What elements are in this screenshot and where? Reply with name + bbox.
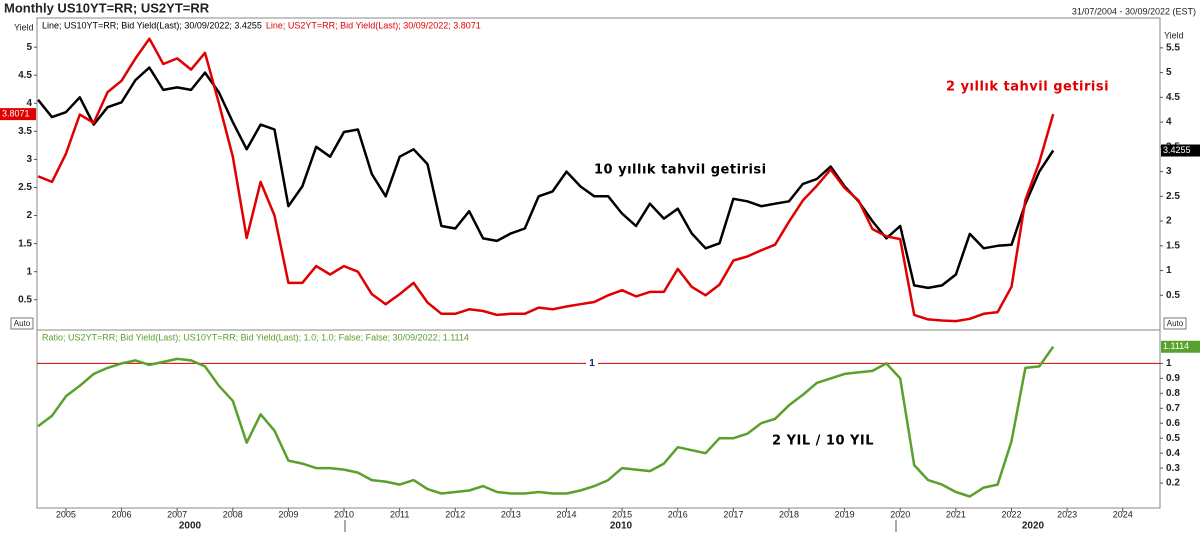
decade-label: 2010 <box>610 521 633 532</box>
y-tick-label: 0.2 <box>1166 478 1180 489</box>
x-tick-label: 2022 <box>1001 509 1021 519</box>
last-value-label: 3.8071 <box>2 108 30 118</box>
y-tick-label: 3.5 <box>18 126 32 137</box>
y-tick-label: 0.4 <box>1166 448 1180 459</box>
y-tick-label: 0.6 <box>1166 418 1180 429</box>
chart-title: Monthly US10YT=RR; US2YT=RR <box>4 0 210 15</box>
y-tick-label: 4 <box>26 98 32 109</box>
legend-entry: Line; US10YT=RR; Bid Yield(Last); 30/09/… <box>42 20 262 30</box>
x-tick-label: 2016 <box>668 509 688 519</box>
decade-label: 2020 <box>1022 521 1045 532</box>
y-tick-label: 2.5 <box>18 182 32 193</box>
y-tick-label: 3 <box>26 154 32 165</box>
x-tick-label: 2012 <box>445 509 465 519</box>
y-tick-label: 0.9 <box>1166 373 1180 384</box>
x-tick-label: 2010 <box>334 509 354 519</box>
y2-tick-label: 2.5 <box>1166 191 1180 202</box>
y-tick-label: 5 <box>26 42 32 53</box>
legend-entry: Line; US2YT=RR; Bid Yield(Last); 30/09/2… <box>266 20 481 30</box>
x-tick-label: 2005 <box>56 509 76 519</box>
last-value-tag <box>1161 144 1200 157</box>
series-line <box>37 345 1055 498</box>
y2-axis-label: Yield <box>1164 30 1184 40</box>
y2-tick-label: 1.5 <box>1166 240 1180 251</box>
x-tick-label: 2021 <box>946 509 966 519</box>
x-tick-label: 2019 <box>835 509 855 519</box>
x-tick-label: 2017 <box>723 509 743 519</box>
legend-entry: Ratio; US2YT=RR; Bid Yield(Last); US10YT… <box>42 332 469 342</box>
y2-tick-label: 4.5 <box>1166 92 1180 103</box>
series-line <box>37 37 1055 323</box>
y-tick-label: 1 <box>1166 358 1172 369</box>
y-tick-label: 0.3 <box>1166 463 1180 474</box>
last-value-tag <box>0 108 36 121</box>
annotation: 2 yıllık tahvil getirisi <box>946 80 1109 95</box>
y-tick-label: 0.5 <box>1166 433 1180 444</box>
x-tick-label: 2007 <box>167 509 187 519</box>
date-range: 31/07/2004 - 30/09/2022 (EST) <box>1072 6 1196 16</box>
reference-label-bg <box>586 357 598 370</box>
y2-tick-label: 1 <box>1166 265 1172 276</box>
x-tick-label: 2011 <box>390 509 409 519</box>
last-value-tag <box>1161 340 1200 353</box>
y2-tick-label: 5 <box>1166 67 1172 78</box>
x-tick-label: 2018 <box>779 509 799 519</box>
y-tick-label: 0.5 <box>18 294 32 305</box>
annotation: 2 YIL / 10 YIL <box>772 434 874 449</box>
auto-label: Auto <box>14 319 31 328</box>
x-tick-label: 2008 <box>223 509 243 519</box>
reference-label: 1 <box>589 358 595 369</box>
y2-tick-label: 0.5 <box>1166 290 1180 301</box>
last-value-label: 3.4255 <box>1163 145 1191 155</box>
x-tick-label: 2015 <box>612 509 632 519</box>
y-tick-label: 2 <box>26 210 32 221</box>
y-tick-label: 0.7 <box>1166 403 1180 414</box>
x-tick-label: 2020 <box>890 509 910 519</box>
last-value-label: 1.1114 <box>1163 341 1189 351</box>
x-tick-label: 2024 <box>1113 509 1133 519</box>
y2-tick-label: 4 <box>1166 117 1172 128</box>
y-axis-label: Yield <box>14 22 34 32</box>
x-tick-label: 2013 <box>501 509 521 519</box>
bottom-panel-frame <box>36 329 1161 509</box>
auto-button <box>1163 317 1187 330</box>
annotation: 10 yıllık tahvil getirisi <box>594 163 767 178</box>
x-tick-label: 2009 <box>278 509 298 519</box>
y2-tick-label: 2 <box>1166 216 1172 227</box>
x-tick-label: 2014 <box>557 509 577 519</box>
auto-button <box>10 317 34 330</box>
y-tick-label: 1.5 <box>18 238 32 249</box>
auto-label: Auto <box>1167 319 1184 328</box>
y-tick-label: 1 <box>26 266 32 277</box>
x-tick-label: 2006 <box>112 509 132 519</box>
decade-label: 2000 <box>179 521 202 532</box>
y-tick-label: 0.8 <box>1166 388 1180 399</box>
x-tick-label: 2023 <box>1057 509 1077 519</box>
y2-tick-label: 3 <box>1166 166 1172 177</box>
y2-tick-label: 5.5 <box>1166 42 1180 53</box>
y-tick-label: 4.5 <box>18 70 32 81</box>
